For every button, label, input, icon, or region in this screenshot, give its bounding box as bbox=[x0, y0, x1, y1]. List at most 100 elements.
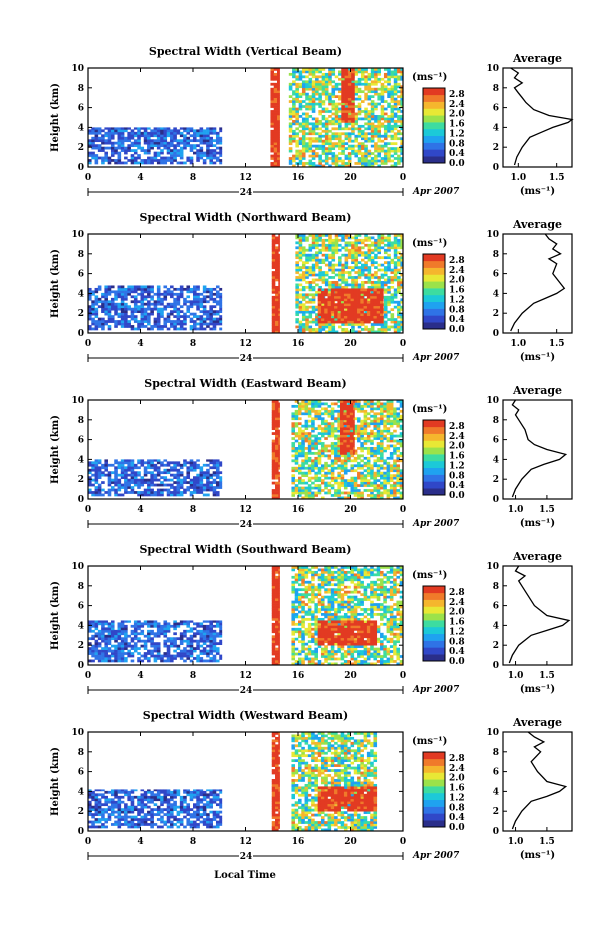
heatmap-cell bbox=[270, 139, 275, 143]
heatmap-cell bbox=[341, 97, 345, 101]
heatmap-cell bbox=[163, 159, 168, 162]
heatmap-cell bbox=[273, 142, 278, 146]
heatmap-cell bbox=[170, 151, 174, 155]
heatmap-cell bbox=[150, 327, 154, 331]
heatmap-cell bbox=[387, 261, 391, 264]
heatmap-cell bbox=[344, 107, 349, 111]
heatmap-cell bbox=[400, 124, 404, 128]
heatmap-cell bbox=[298, 427, 302, 430]
heatmap-cell bbox=[397, 308, 401, 312]
heatmap-cell bbox=[400, 281, 404, 284]
heatmap-cell bbox=[311, 400, 315, 403]
heatmap-cell bbox=[219, 300, 223, 304]
heatmap-cell bbox=[107, 129, 112, 133]
heatmap-cell bbox=[347, 139, 352, 143]
heatmap-cell bbox=[301, 82, 306, 86]
heatmap-cell bbox=[114, 310, 118, 313]
heatmap-cell bbox=[291, 469, 296, 473]
heatmap-cell bbox=[298, 476, 302, 480]
heatmap-cell bbox=[400, 273, 404, 277]
heatmap-cell bbox=[311, 164, 316, 168]
heatmap-cell bbox=[330, 427, 335, 430]
heatmap-cell bbox=[117, 461, 122, 465]
heatmap-cell bbox=[301, 434, 305, 438]
heatmap-cell bbox=[370, 273, 375, 277]
heatmap-cell bbox=[277, 134, 280, 138]
heatmap-cell bbox=[351, 90, 355, 94]
heatmap-cell bbox=[153, 305, 158, 309]
heatmap-cell bbox=[193, 315, 197, 318]
heatmap-cell bbox=[206, 127, 210, 130]
heatmap-cell bbox=[370, 162, 375, 165]
heatmap-cell bbox=[393, 251, 398, 255]
heatmap-cell bbox=[275, 310, 279, 314]
heatmap-cell bbox=[361, 132, 365, 136]
heatmap-cell bbox=[351, 253, 355, 257]
heatmap-cell bbox=[314, 447, 318, 450]
heatmap-cell bbox=[271, 295, 276, 299]
heatmap-cell bbox=[351, 117, 355, 121]
heatmap-cell bbox=[176, 315, 181, 318]
heatmap-cell bbox=[327, 295, 332, 299]
heatmap-cell bbox=[202, 320, 207, 323]
heatmap-cell bbox=[367, 127, 372, 131]
heatmap-cell bbox=[140, 305, 145, 309]
heatmap-cell bbox=[328, 234, 332, 237]
heatmap-cell bbox=[160, 463, 164, 467]
heatmap-cell bbox=[307, 442, 312, 445]
heatmap-cell bbox=[140, 310, 145, 313]
heatmap-cell bbox=[360, 310, 364, 314]
heatmap-cell bbox=[390, 159, 395, 163]
heatmap-cell bbox=[173, 136, 177, 140]
x-tick-label: 16 bbox=[292, 339, 305, 349]
heatmap-cell bbox=[179, 463, 184, 467]
heatmap-cell bbox=[110, 317, 115, 321]
heatmap-cell bbox=[337, 290, 341, 294]
heatmap-cell bbox=[341, 328, 345, 331]
heatmap-cell bbox=[160, 136, 164, 140]
heatmap-cell bbox=[397, 149, 401, 153]
heatmap-cell bbox=[202, 473, 207, 477]
heatmap-cell bbox=[397, 129, 401, 133]
avg-y-tick-label: 4 bbox=[493, 289, 499, 299]
heatmap-cell bbox=[334, 447, 338, 450]
heatmap-cell bbox=[357, 102, 362, 106]
heatmap-cell bbox=[273, 97, 278, 101]
heatmap-cell bbox=[324, 293, 328, 297]
heatmap-cell bbox=[347, 330, 352, 334]
heatmap-cell bbox=[94, 320, 99, 323]
heatmap-cell bbox=[143, 151, 148, 155]
heatmap-cell bbox=[215, 136, 220, 140]
heatmap-cell bbox=[376, 491, 381, 495]
heatmap-cell bbox=[295, 139, 299, 143]
heatmap-cell bbox=[387, 318, 391, 321]
heatmap-cell bbox=[380, 471, 384, 475]
heatmap-cell bbox=[91, 317, 95, 321]
heatmap-cell bbox=[209, 486, 213, 489]
heatmap-cell bbox=[209, 327, 213, 331]
heatmap-cell bbox=[186, 131, 191, 135]
heatmap-cell bbox=[114, 478, 118, 482]
heatmap-cell bbox=[130, 290, 135, 294]
heatmap-cell bbox=[308, 325, 313, 329]
heatmap-cell bbox=[314, 486, 318, 490]
heatmap-cell bbox=[301, 105, 306, 108]
heatmap-cell bbox=[160, 493, 164, 497]
heatmap-cell bbox=[370, 115, 375, 118]
heatmap-cell bbox=[364, 238, 368, 242]
heatmap-cell bbox=[156, 302, 161, 306]
heatmap-cell bbox=[315, 90, 319, 94]
heatmap-cell bbox=[179, 483, 184, 487]
heatmap-cell bbox=[400, 318, 404, 321]
heatmap-cell bbox=[386, 427, 391, 430]
heatmap-cell bbox=[318, 110, 322, 113]
heatmap-cell bbox=[206, 325, 210, 328]
heatmap-cell bbox=[275, 263, 279, 267]
heatmap-cell bbox=[315, 75, 319, 79]
heatmap-cell bbox=[275, 484, 279, 487]
heatmap-cell bbox=[288, 142, 293, 146]
heatmap-cell bbox=[120, 486, 125, 489]
heatmap-cell bbox=[219, 327, 223, 331]
heatmap-cell bbox=[363, 432, 368, 435]
heatmap-cell bbox=[124, 310, 128, 313]
